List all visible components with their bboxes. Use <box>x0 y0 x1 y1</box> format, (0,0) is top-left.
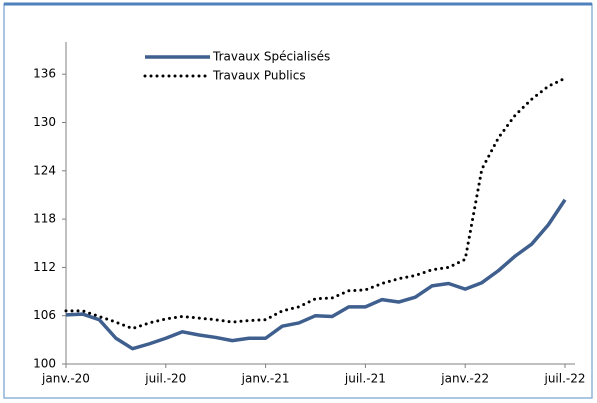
x-tick-label: juil.-20 <box>144 372 186 386</box>
y-tick-label: 112 <box>33 260 56 274</box>
x-tick-label: juil.-22 <box>543 372 585 386</box>
y-tick-label: 118 <box>33 212 56 226</box>
y-tick-label: 100 <box>33 357 56 371</box>
frame <box>3 3 593 399</box>
y-tick-label: 130 <box>33 115 56 129</box>
y-tick-label: 136 <box>33 67 56 81</box>
x-tick-label: janv.-20 <box>41 372 90 386</box>
series-line <box>65 198 567 351</box>
x-tick-label: janv.-21 <box>241 372 290 386</box>
x-tick-label: janv.-22 <box>440 372 489 386</box>
y-tick-label: 124 <box>33 163 56 177</box>
legend-label: Travaux Publics <box>212 69 306 83</box>
legend-label: Travaux Spécialisés <box>212 50 330 64</box>
x-tick-label: juil.-21 <box>344 372 386 386</box>
series-line <box>64 76 567 331</box>
y-tick-label: 106 <box>33 308 56 322</box>
